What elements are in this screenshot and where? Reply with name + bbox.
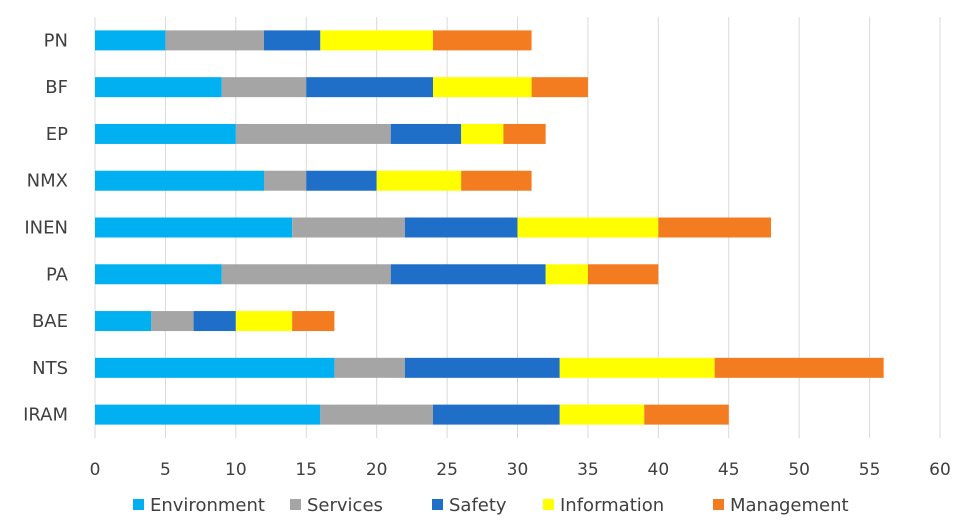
bar-iram-services bbox=[320, 404, 433, 425]
bar-inen-services bbox=[292, 217, 405, 238]
bars bbox=[95, 30, 884, 425]
bar-bae-management bbox=[292, 311, 335, 332]
x-axis-ticks: 0 5 10 15 20 25 30 35 40 45 50 55 60 bbox=[90, 460, 951, 480]
bar-bae-services bbox=[151, 311, 194, 332]
bar-nmx-services bbox=[264, 170, 307, 191]
legend-label-services: Services bbox=[307, 495, 383, 516]
bar-pn-management bbox=[433, 30, 532, 51]
x-tick-label-45: 45 bbox=[718, 460, 740, 480]
bar-inen-environment bbox=[95, 217, 293, 238]
x-tick-label-40: 40 bbox=[648, 460, 670, 480]
category-label-inen: INEN bbox=[24, 218, 68, 239]
category-label-bf: BF bbox=[45, 77, 68, 98]
bar-bae-safety bbox=[193, 311, 236, 332]
x-tick-label-5: 5 bbox=[160, 460, 171, 480]
legend-label-environment: Environment bbox=[150, 495, 265, 516]
bar-pa-information bbox=[545, 264, 588, 285]
bar-nts-environment bbox=[95, 357, 335, 378]
bar-iram-environment bbox=[95, 404, 321, 425]
bar-nmx-management bbox=[461, 170, 532, 191]
category-label-iram: IRAM bbox=[23, 405, 68, 426]
legend-swatch-services bbox=[290, 499, 301, 510]
category-label-nts: NTS bbox=[32, 358, 68, 379]
x-tick-label-20: 20 bbox=[366, 460, 388, 480]
bar-nmx-information bbox=[376, 170, 462, 191]
legend-label-safety: Safety bbox=[449, 495, 507, 516]
x-tick-label-50: 50 bbox=[788, 460, 810, 480]
bar-ep-services bbox=[235, 123, 391, 144]
bar-inen-information bbox=[517, 217, 659, 238]
bar-pa-services bbox=[221, 264, 391, 285]
bar-nts-information bbox=[559, 357, 715, 378]
bar-pn-services bbox=[165, 30, 264, 51]
bar-pn-information bbox=[320, 30, 433, 51]
bar-ep-information bbox=[461, 123, 504, 144]
legend-swatch-environment bbox=[133, 499, 144, 510]
bar-iram-management bbox=[644, 404, 729, 425]
bar-iram-safety bbox=[433, 404, 560, 425]
category-label-pn: PN bbox=[44, 30, 68, 51]
x-tick-label-35: 35 bbox=[577, 460, 599, 480]
x-tick-label-0: 0 bbox=[90, 460, 101, 480]
category-label-ep: EP bbox=[46, 124, 68, 145]
category-labels: PN BF EP NMX INEN PA BAE NTS IRAM bbox=[23, 30, 69, 425]
bar-bae-environment bbox=[95, 311, 152, 332]
bar-iram-information bbox=[559, 404, 645, 425]
bar-ep-safety bbox=[390, 123, 462, 144]
bar-nts-services bbox=[334, 357, 405, 378]
legend-label-information: Information bbox=[560, 495, 664, 516]
bar-nmx-environment bbox=[95, 170, 264, 191]
x-tick-label-10: 10 bbox=[225, 460, 247, 480]
bar-pa-management bbox=[587, 264, 659, 285]
bar-bf-services bbox=[221, 77, 307, 98]
bar-bf-safety bbox=[306, 77, 433, 98]
bar-bf-environment bbox=[95, 77, 222, 98]
bar-nts-management bbox=[714, 357, 884, 378]
bar-inen-safety bbox=[404, 217, 518, 238]
bar-bf-information bbox=[433, 77, 532, 98]
legend: Environment Services Safety Information Mana… bbox=[133, 495, 849, 516]
bar-ep-management bbox=[503, 123, 546, 144]
bar-bf-management bbox=[531, 77, 588, 98]
bar-pn-environment bbox=[95, 30, 166, 51]
category-label-nmx: NMX bbox=[27, 171, 68, 192]
bar-nmx-safety bbox=[306, 170, 377, 191]
category-label-bae: BAE bbox=[32, 311, 68, 332]
bar-nts-safety bbox=[404, 357, 560, 378]
x-tick-label-30: 30 bbox=[507, 460, 529, 480]
bar-inen-management bbox=[658, 217, 771, 238]
bar-pa-environment bbox=[95, 264, 222, 285]
bar-pa-safety bbox=[390, 264, 546, 285]
legend-swatch-management bbox=[713, 499, 724, 510]
bar-pn-safety bbox=[264, 30, 321, 51]
legend-label-management: Management bbox=[730, 495, 849, 516]
x-tick-label-15: 15 bbox=[295, 460, 317, 480]
x-tick-label-25: 25 bbox=[436, 460, 458, 480]
x-tick-label-55: 55 bbox=[859, 460, 881, 480]
legend-swatch-information bbox=[543, 499, 554, 510]
bar-ep-environment bbox=[95, 123, 236, 144]
bar-bae-information bbox=[235, 311, 293, 332]
legend-swatch-safety bbox=[432, 499, 443, 510]
category-label-pa: PA bbox=[46, 264, 69, 285]
x-tick-label-60: 60 bbox=[929, 460, 951, 480]
